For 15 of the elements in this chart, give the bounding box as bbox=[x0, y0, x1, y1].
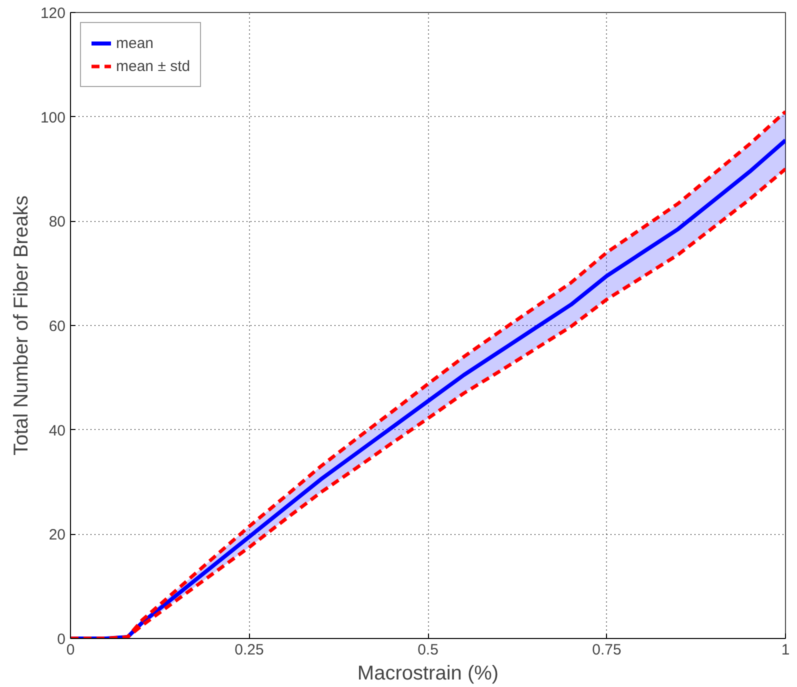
y-tick-label: 0 bbox=[57, 631, 66, 648]
y-tick-label: 120 bbox=[40, 5, 66, 22]
legend-label: mean ± std bbox=[116, 58, 190, 74]
y-tick-label: 60 bbox=[48, 318, 66, 335]
x-tick-label: 0.5 bbox=[418, 642, 438, 658]
x-axis-title: Macrostrain (%) bbox=[357, 662, 499, 684]
y-tick-label: 20 bbox=[48, 526, 66, 544]
y-tick-label: 80 bbox=[48, 214, 66, 231]
y-tick-label: 100 bbox=[40, 109, 66, 126]
y-axis-title: Total Number of Fiber Breaks bbox=[10, 195, 32, 456]
x-tick-label: 0.25 bbox=[234, 642, 264, 658]
x-tick-label: 0.75 bbox=[592, 642, 622, 658]
x-tick-label: 1 bbox=[781, 642, 790, 658]
legend-label: mean bbox=[116, 34, 154, 52]
y-tick-label: 40 bbox=[48, 422, 66, 440]
